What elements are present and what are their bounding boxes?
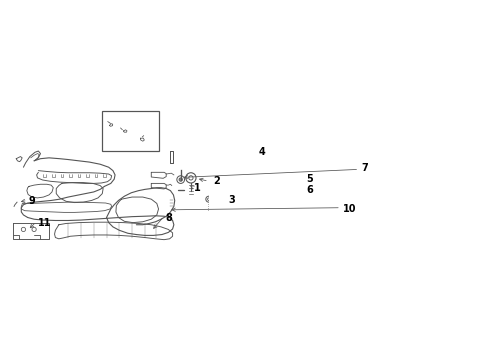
Text: 4: 4 [259, 147, 266, 157]
Text: 8: 8 [165, 212, 172, 222]
Bar [102, 111, 159, 151]
Text: 3: 3 [228, 195, 235, 206]
Text: 11: 11 [38, 217, 51, 228]
Text: 9: 9 [29, 196, 36, 206]
Text: 6: 6 [306, 185, 313, 195]
Text: 7: 7 [362, 163, 368, 173]
Text: 2: 2 [213, 176, 220, 186]
Circle shape [179, 178, 182, 181]
Text: 5: 5 [306, 174, 313, 184]
Text: 1: 1 [194, 183, 200, 193]
Text: 10: 10 [343, 204, 357, 214]
